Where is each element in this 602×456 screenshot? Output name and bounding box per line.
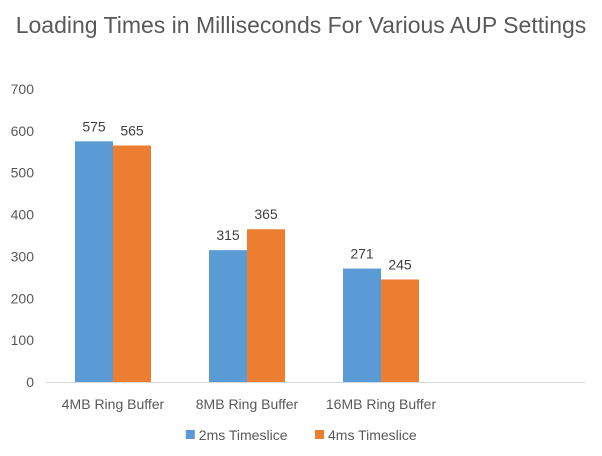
legend-swatch bbox=[315, 430, 324, 439]
data-label: 365 bbox=[254, 206, 278, 222]
chart-title: Loading Times in Milliseconds For Variou… bbox=[15, 12, 587, 38]
bar bbox=[247, 229, 285, 382]
y-tick-label: 500 bbox=[11, 165, 35, 181]
legend-label: 2ms Timeslice bbox=[199, 427, 288, 443]
y-tick-label: 0 bbox=[26, 374, 34, 390]
data-label: 315 bbox=[216, 227, 240, 243]
y-tick-label: 100 bbox=[11, 332, 35, 348]
data-label: 575 bbox=[82, 118, 106, 134]
x-tick-label: 4MB Ring Buffer bbox=[62, 396, 165, 412]
data-label: 271 bbox=[350, 246, 374, 262]
x-tick-label: 8MB Ring Buffer bbox=[196, 396, 299, 412]
y-tick-label: 200 bbox=[11, 290, 35, 306]
legend-label: 4ms Timeslice bbox=[328, 427, 417, 443]
data-label: 245 bbox=[388, 256, 412, 272]
y-tick-label: 300 bbox=[11, 248, 35, 264]
data-label: 565 bbox=[120, 123, 144, 139]
legend-swatch bbox=[185, 430, 195, 439]
y-tick-label: 600 bbox=[11, 123, 35, 139]
y-tick-label: 700 bbox=[11, 81, 35, 97]
bar bbox=[381, 279, 419, 382]
bar bbox=[113, 145, 151, 382]
x-tick-label: 16MB Ring Buffer bbox=[326, 396, 437, 412]
bar bbox=[209, 250, 247, 382]
bar bbox=[75, 141, 113, 382]
y-tick-label: 400 bbox=[11, 207, 35, 223]
bar bbox=[343, 268, 381, 382]
